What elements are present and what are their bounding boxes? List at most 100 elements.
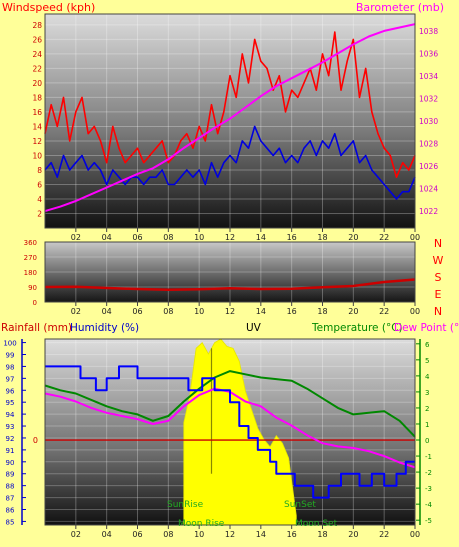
x-tick-label: 22 [379, 233, 389, 242]
temperature-tick-label: 6 [425, 341, 430, 349]
direction-panel-background [45, 242, 415, 302]
x-tick-label: 20 [348, 530, 358, 539]
x-tick-label: 14 [256, 530, 266, 539]
x-tick-label: 22 [379, 530, 389, 539]
compass-label: N [434, 305, 442, 318]
humidity-tick-label: 90 [6, 459, 15, 467]
humidity-tick-label: 95 [6, 399, 15, 407]
x-tick-label: 14 [256, 233, 266, 242]
x-tick-label: 10 [194, 233, 204, 242]
sunrise-label: SunRise [167, 500, 204, 510]
x-tick-label: 18 [317, 530, 327, 539]
humidity-tick-label: 97 [6, 375, 15, 383]
x-tick-label: 16 [287, 233, 297, 242]
moon-rise-label: Moon Rise [178, 519, 225, 529]
wind-panel-ticks: 2468101214161820222426281022102410261028… [32, 21, 438, 242]
barometer-tick-label: 1028 [419, 140, 438, 149]
x-tick-label: 16 [287, 530, 297, 539]
wind-average-line [44, 125, 416, 200]
x-tick-label: 04 [102, 530, 112, 539]
humidity-tick-label: 85 [6, 518, 15, 526]
windspeed-tick-label: 20 [32, 79, 42, 88]
barometer-tick-label: 1036 [419, 49, 438, 58]
windspeed-tick-label: 12 [32, 137, 42, 146]
humidity-tick-label: 93 [6, 423, 15, 431]
direction-panel-series [44, 278, 416, 291]
x-tick-label: 10 [194, 530, 204, 539]
x-tick-label: 02 [71, 307, 81, 316]
sunset-label: SunSet [284, 500, 316, 510]
humidity-tick-label: 87 [6, 495, 15, 503]
barometer-tick-label: 1034 [419, 72, 438, 81]
windspeed-tick-label: 28 [32, 21, 42, 30]
x-tick-label: 06 [132, 233, 142, 242]
x-tick-label: 12 [225, 307, 235, 316]
barometer-tick-label: 1038 [419, 27, 438, 36]
x-tick-label: 06 [132, 307, 142, 316]
rainfall-label: Rainfall (mm) [1, 322, 72, 334]
humidity-tick-label: 99 [6, 352, 15, 360]
direction-tick-label: 0 [33, 299, 37, 307]
temperature-tick-label: -1 [425, 453, 432, 461]
temperature-tick-label: 1 [425, 421, 429, 429]
windspeed-tick-label: 4 [37, 195, 42, 204]
temperature-tick-label: -5 [425, 517, 432, 525]
wind-panel-background [45, 14, 415, 228]
direction-tick-label: 180 [24, 269, 37, 277]
temperature-label: Temperature (°C) [311, 322, 403, 334]
windspeed-tick-label: 6 [37, 180, 42, 189]
humidity-tick-label: 98 [6, 363, 15, 371]
barometer-axis-label: Barometer (mb) [356, 1, 444, 14]
windspeed-tick-label: 18 [32, 93, 42, 102]
temperature-tick-label: -2 [425, 469, 432, 477]
x-tick-label: 00 [410, 530, 420, 539]
direction-panel-ticks: 360 270 180 90 0 02 04 06 08 10 12 14 16 18 20 22 00 [24, 239, 420, 316]
humidity-tick-label: 88 [6, 483, 15, 491]
barometer-tick-label: 1032 [419, 94, 438, 103]
humidity-label: Humidity (%) [70, 322, 139, 334]
humidity-tick-label: 92 [6, 435, 15, 443]
barometer-tick-label: 1030 [419, 117, 438, 126]
windspeed-tick-label: 14 [32, 122, 42, 131]
windspeed-tick-label: 10 [32, 151, 42, 160]
temperature-tick-label: 5 [425, 357, 429, 365]
humidity-tick-label: 89 [6, 471, 15, 479]
temperature-tick-label: 0 [425, 437, 429, 445]
x-tick-label: 08 [163, 307, 173, 316]
windspeed-tick-label: 26 [32, 35, 42, 44]
rain-panel-series [44, 338, 416, 526]
x-tick-label: 00 [410, 307, 420, 316]
wind-gust-line [44, 31, 416, 178]
x-tick-label: 04 [102, 233, 112, 242]
wind-panel-series [44, 23, 416, 213]
direction-tick-label: 270 [24, 254, 37, 262]
x-tick-label: 14 [256, 307, 266, 316]
compass-label: W [433, 254, 444, 267]
temperature-line [44, 370, 416, 438]
humidity-tick-label: 91 [6, 447, 15, 455]
temperature-tick-label: -3 [425, 485, 432, 493]
compass-label: N [434, 237, 442, 250]
x-tick-label: 12 [225, 233, 235, 242]
x-tick-label: 08 [163, 530, 173, 539]
temperature-tick-label: -4 [425, 501, 433, 509]
barometer-tick-label: 1026 [419, 162, 438, 171]
barometer-tick-label: 1024 [419, 185, 438, 194]
rainfall-tick-label: 0 [33, 436, 38, 445]
x-tick-label: 22 [379, 307, 389, 316]
humidity-tick-label: 100 [3, 340, 16, 348]
x-tick-label: 20 [348, 307, 358, 316]
windspeed-tick-label: 24 [32, 50, 42, 59]
windspeed-tick-label: 16 [32, 108, 42, 117]
direction-tick-label: 360 [24, 239, 37, 247]
humidity-tick-label: 96 [6, 387, 15, 395]
uv-label: UV [246, 322, 262, 334]
dewpoint-label: Dew Point (°C [394, 322, 459, 334]
windspeed-tick-label: 8 [37, 166, 42, 175]
compass-label: S [435, 271, 442, 284]
humidity-line [45, 365, 415, 499]
